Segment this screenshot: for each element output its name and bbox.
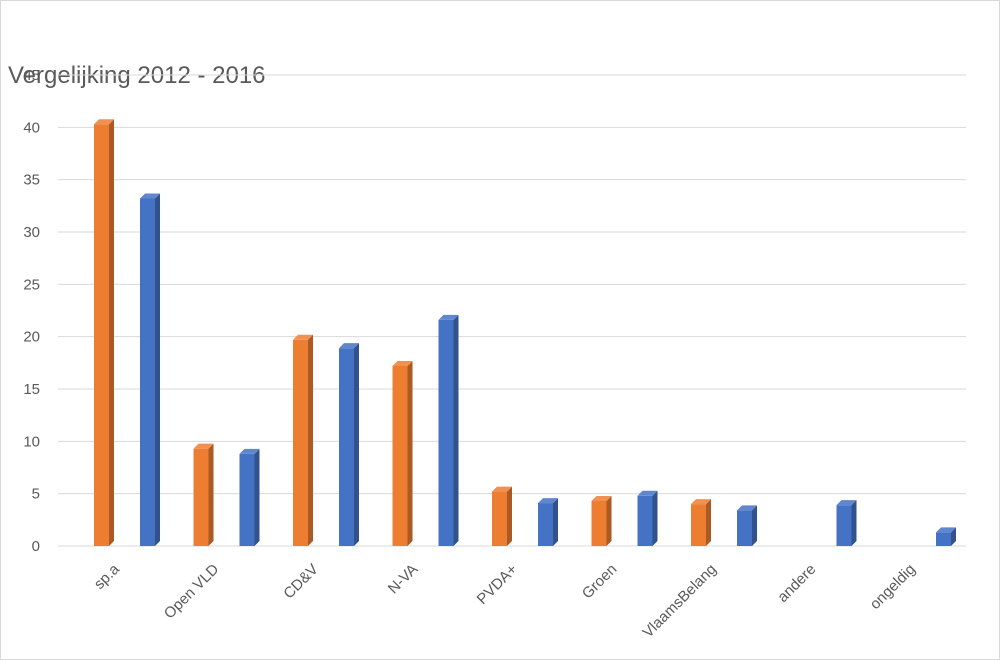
bar-front [492, 491, 507, 546]
bar-top [936, 527, 956, 533]
y-tick-label: 20 [23, 329, 40, 346]
y-tick-label: 30 [23, 224, 40, 241]
bar-side [308, 334, 313, 546]
y-tick-label: 35 [23, 172, 40, 189]
bar-side [951, 527, 956, 546]
bar-front [193, 448, 209, 546]
bar-side [208, 443, 214, 546]
gridlines [58, 74, 966, 547]
bar-side [155, 193, 160, 547]
bar [193, 443, 214, 546]
bar-front [392, 365, 408, 546]
bar-front [936, 532, 951, 546]
bar-side [254, 448, 260, 546]
x-tick-label: PVDA+ [474, 561, 521, 608]
bar-top [836, 500, 857, 506]
y-axis-ticks: 0 5 10 15 20 25 30 35 40 45 [23, 67, 40, 555]
bar [492, 486, 512, 546]
bar [691, 499, 711, 546]
bar-top [293, 334, 313, 340]
y-tick-label: 45 [23, 67, 40, 84]
x-tick-label: ongeldig [867, 561, 919, 613]
bars [94, 119, 956, 547]
bar-side [354, 343, 359, 546]
bar-top [538, 498, 558, 504]
bar [836, 500, 857, 546]
bar-top [392, 360, 413, 366]
x-tick-label: CD&V [280, 561, 321, 602]
bar-top [438, 314, 459, 320]
bar-side [606, 495, 612, 546]
y-tick-label: 10 [23, 433, 40, 450]
bar-front [691, 504, 706, 546]
bar-top [193, 443, 214, 449]
x-tick-label: sp.a [91, 560, 124, 593]
y-tick-label: 25 [23, 276, 40, 293]
bar [339, 343, 359, 546]
bar [737, 505, 757, 546]
bar [293, 334, 313, 546]
bar-side [109, 119, 114, 547]
bar [637, 490, 658, 546]
bar [438, 314, 459, 546]
bar [392, 360, 413, 546]
bar-side [453, 314, 459, 546]
bar-front [591, 500, 607, 546]
x-tick-label: Open VLD [161, 561, 223, 623]
bar-top [691, 499, 711, 505]
bar-front [94, 124, 109, 547]
bar-side [507, 486, 512, 546]
bar-top [591, 495, 612, 501]
bar-front [438, 319, 454, 546]
bar-front [538, 503, 553, 546]
bar-side [553, 498, 558, 546]
bar-top [737, 505, 757, 511]
bar-top [492, 486, 512, 492]
x-tick-label: Groen [579, 561, 621, 603]
bar-side [752, 505, 757, 546]
bar-front [293, 339, 308, 546]
y-tick-label: 5 [32, 486, 40, 503]
x-tick-label: VlaamsBelang [639, 561, 719, 641]
x-tick-label: andere [774, 561, 819, 606]
bar-side [851, 500, 857, 546]
bar-front [339, 348, 354, 546]
bar-top [637, 490, 658, 496]
bar [140, 193, 160, 547]
bar-front [637, 495, 653, 546]
y-tick-label: 40 [23, 119, 40, 136]
bar-side [407, 360, 413, 546]
bar-top [239, 448, 260, 454]
bar [538, 498, 558, 546]
x-axis-ticks: sp.a Open VLD CD&V N-VA PVDA+ Groen VlaamsBela… [91, 560, 919, 641]
bar-front [239, 453, 255, 546]
bar-front [140, 198, 155, 547]
bar [591, 495, 612, 546]
bar [936, 527, 956, 546]
bar-front [836, 505, 852, 546]
x-tick-label: N-VA [385, 561, 422, 598]
bar-top [94, 119, 114, 125]
bar [239, 448, 260, 546]
bar-top [339, 343, 359, 349]
bar-front [737, 510, 752, 546]
bar-top [140, 193, 160, 199]
y-tick-label: 15 [23, 381, 40, 398]
bar [94, 119, 114, 547]
bar-side [706, 499, 711, 546]
bar-side [652, 490, 658, 546]
y-tick-label: 0 [32, 538, 40, 555]
